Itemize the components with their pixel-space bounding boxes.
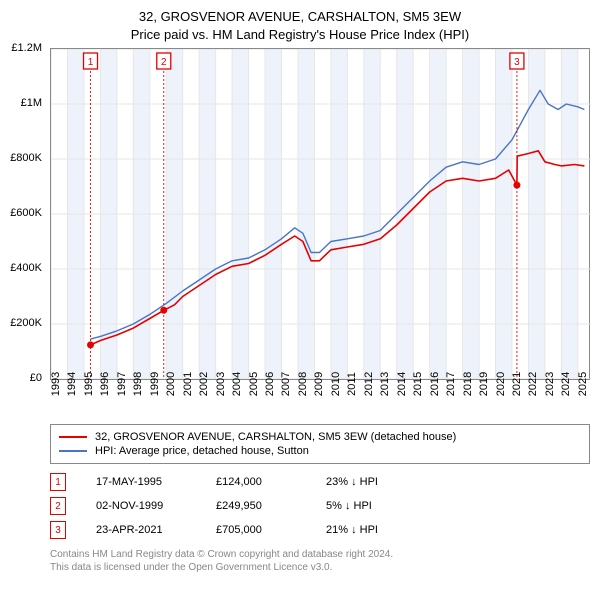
x-tick-label: 1999 [149, 372, 161, 396]
x-tick-label: 2020 [495, 372, 507, 396]
marker-price: £124,000 [216, 476, 296, 488]
x-tick-label: 2011 [346, 373, 358, 397]
x-tick-label: 2012 [363, 372, 375, 396]
x-tick-label: 2008 [297, 372, 309, 396]
x-tick-label: 1998 [132, 372, 144, 396]
x-tick-label: 2013 [379, 372, 391, 396]
x-tick-label: 2006 [264, 372, 276, 396]
x-tick-label: 2009 [313, 372, 325, 396]
x-tick-label: 2005 [248, 372, 260, 396]
x-tick-label: 2023 [544, 372, 556, 396]
y-tick-label: £1M [21, 97, 42, 109]
x-tick-label: 2016 [429, 372, 441, 396]
marker-badge: 1 [50, 473, 66, 491]
x-axis: 1993199419951996199719981999200020012002… [50, 380, 590, 416]
legend-label: 32, GROSVENOR AVENUE, CARSHALTON, SM5 3E… [95, 431, 456, 443]
x-tick-label: 2024 [560, 372, 572, 396]
legend-swatch [59, 450, 87, 452]
marker-date: 02-NOV-1999 [96, 500, 186, 512]
legend-swatch [59, 436, 87, 438]
title-block: 32, GROSVENOR AVENUE, CARSHALTON, SM5 3E… [0, 0, 600, 48]
marker-badge: 2 [50, 497, 66, 515]
x-tick-label: 2007 [280, 372, 292, 396]
chart-svg: 1 2 3 [51, 49, 591, 379]
x-tick-label: 1993 [50, 372, 62, 396]
marker-row: 1 17-MAY-1995 £124,000 23% ↓ HPI [50, 470, 590, 494]
chart-container: 32, GROSVENOR AVENUE, CARSHALTON, SM5 3E… [0, 0, 600, 574]
marker-delta: 21% ↓ HPI [326, 524, 416, 536]
marker-delta: 23% ↓ HPI [326, 476, 416, 488]
legend: 32, GROSVENOR AVENUE, CARSHALTON, SM5 3E… [50, 424, 590, 464]
x-tick-label: 2010 [330, 372, 342, 396]
marker-price: £705,000 [216, 524, 296, 536]
x-tick-label: 2001 [182, 372, 194, 396]
x-tick-label: 2004 [231, 372, 243, 396]
y-tick-label: £0 [30, 372, 42, 384]
x-tick-label: 2022 [527, 372, 539, 396]
y-tick-label: £200K [10, 317, 42, 329]
x-tick-label: 2002 [198, 372, 210, 396]
x-tick-label: 1997 [116, 372, 128, 396]
title-address: 32, GROSVENOR AVENUE, CARSHALTON, SM5 3E… [0, 8, 600, 26]
markers-table: 1 17-MAY-1995 £124,000 23% ↓ HPI 2 02-NOV-199… [50, 470, 590, 542]
x-tick-label: 2025 [577, 372, 589, 396]
legend-row: 32, GROSVENOR AVENUE, CARSHALTON, SM5 3E… [59, 430, 581, 444]
x-tick-label: 2000 [165, 372, 177, 396]
marker-row: 2 02-NOV-1999 £249,950 5% ↓ HPI [50, 494, 590, 518]
y-tick-label: £400K [10, 262, 42, 274]
marker-delta: 5% ↓ HPI [326, 500, 416, 512]
title-subtitle: Price paid vs. HM Land Registry's House … [0, 26, 600, 44]
footer-line2: This data is licensed under the Open Gov… [50, 561, 590, 574]
x-tick-label: 2003 [215, 372, 227, 396]
marker-date: 17-MAY-1995 [96, 476, 186, 488]
svg-text:1: 1 [88, 57, 94, 68]
svg-text:3: 3 [514, 57, 520, 68]
x-tick-label: 1996 [99, 372, 111, 396]
x-tick-label: 2021 [511, 372, 523, 396]
x-tick-label: 2015 [412, 372, 424, 396]
svg-text:2: 2 [161, 57, 167, 68]
footer-note: Contains HM Land Registry data © Crown c… [50, 548, 590, 574]
x-tick-label: 2017 [445, 372, 457, 396]
y-axis: £0£200K£400K£600K£800K£1M£1.2M [0, 48, 46, 378]
legend-row: HPI: Average price, detached house, Sutt… [59, 444, 581, 458]
footer-line1: Contains HM Land Registry data © Crown c… [50, 548, 590, 561]
x-tick-label: 2019 [478, 372, 490, 396]
x-tick-label: 2018 [462, 372, 474, 396]
marker-badge: 3 [50, 521, 66, 539]
marker-date: 23-APR-2021 [96, 524, 186, 536]
legend-label: HPI: Average price, detached house, Sutt… [95, 445, 309, 457]
x-tick-label: 2014 [396, 372, 408, 396]
plot-area: 1 2 3 [50, 48, 590, 380]
y-tick-label: £600K [10, 207, 42, 219]
y-tick-label: £800K [10, 152, 42, 164]
marker-price: £249,950 [216, 500, 296, 512]
x-tick-label: 1994 [66, 372, 78, 396]
marker-row: 3 23-APR-2021 £705,000 21% ↓ HPI [50, 518, 590, 542]
y-tick-label: £1.2M [11, 42, 42, 54]
x-tick-label: 1995 [83, 372, 95, 396]
